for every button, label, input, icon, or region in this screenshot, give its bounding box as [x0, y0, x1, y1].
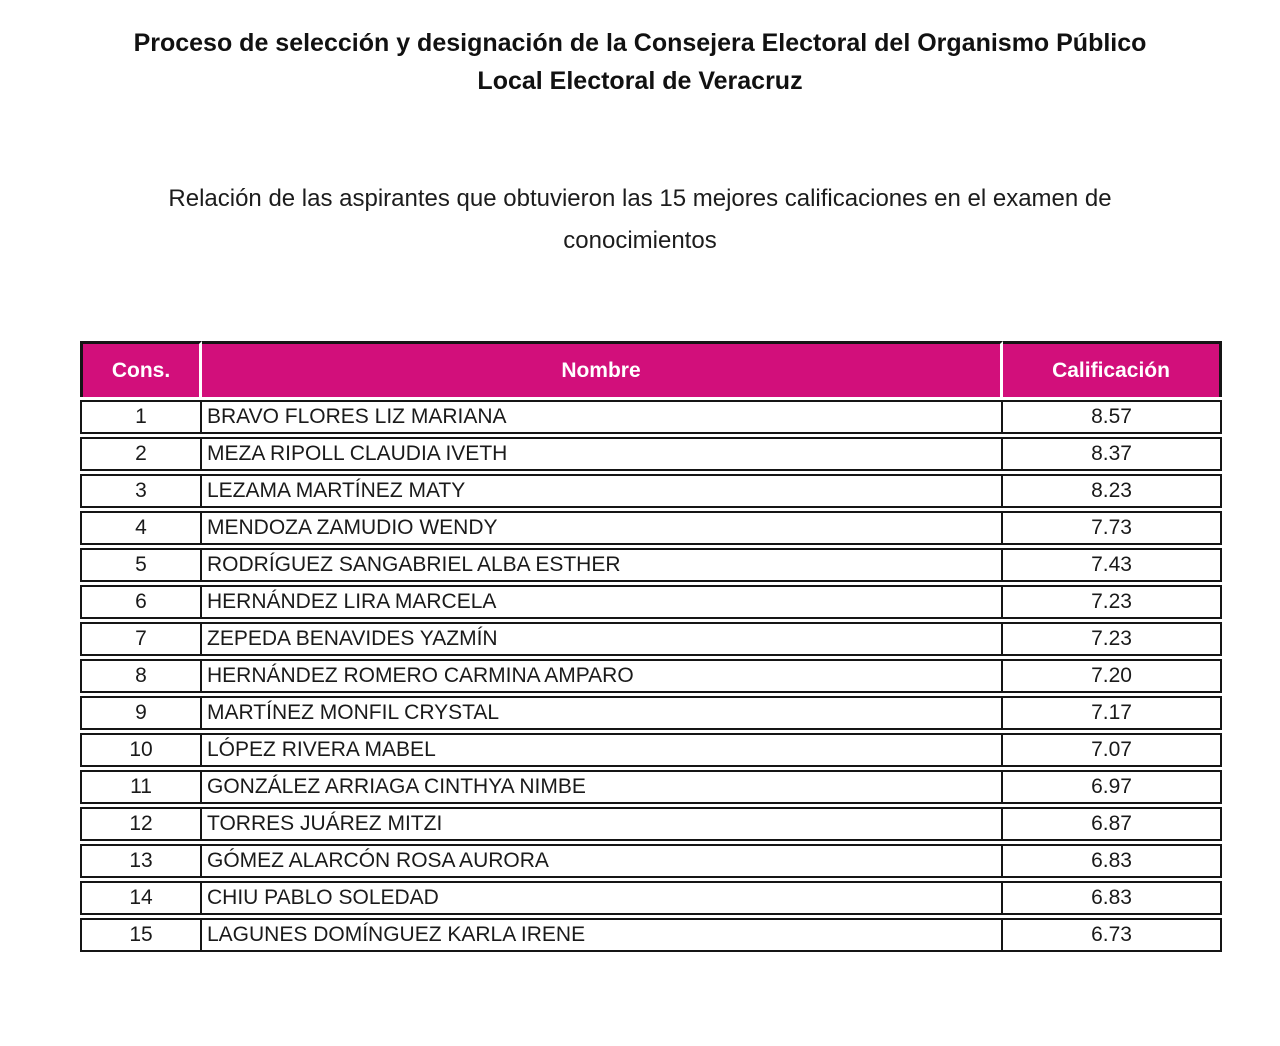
document-subtitle: Relación de las aspirantes que obtuviero…	[0, 178, 1280, 262]
table-row: 10 LÓPEZ RIVERA MABEL 7.07	[80, 733, 1222, 767]
table-row: 15 LAGUNES DOMÍNGUEZ KARLA IRENE 6.73	[80, 918, 1222, 952]
row-nombre: TORRES JUÁREZ MITZI	[202, 807, 1003, 841]
row-cons: 11	[80, 770, 202, 804]
row-calificacion: 8.37	[1003, 437, 1222, 471]
row-calificacion: 7.17	[1003, 696, 1222, 730]
document-subtitle-line-2: conocimientos	[563, 227, 717, 254]
row-cons: 5	[80, 548, 202, 582]
table-row: 8 HERNÁNDEZ ROMERO CARMINA AMPARO 7.20	[80, 659, 1222, 693]
row-cons: 8	[80, 659, 202, 693]
row-cons: 1	[80, 400, 202, 434]
row-calificacion: 7.43	[1003, 548, 1222, 582]
row-nombre: MEZA RIPOLL CLAUDIA IVETH	[202, 437, 1003, 471]
row-calificacion: 7.20	[1003, 659, 1222, 693]
row-calificacion: 6.73	[1003, 918, 1222, 952]
row-nombre: GÓMEZ ALARCÓN ROSA AURORA	[202, 844, 1003, 878]
row-nombre: CHIU PABLO SOLEDAD	[202, 881, 1003, 915]
header-row: Cons. Nombre Calificación	[80, 341, 1222, 397]
row-calificacion: 6.83	[1003, 844, 1222, 878]
row-calificacion: 7.23	[1003, 622, 1222, 656]
row-nombre: BRAVO FLORES LIZ MARIANA	[202, 400, 1003, 434]
row-cons: 2	[80, 437, 202, 471]
row-nombre: HERNÁNDEZ LIRA MARCELA	[202, 585, 1003, 619]
document-title-line-2: Local Electoral de Veracruz	[477, 67, 803, 95]
scores-table-body: 1 BRAVO FLORES LIZ MARIANA 8.57 2 MEZA RIPOL…	[80, 400, 1222, 952]
document-title: Proceso de selección y designación de la…	[0, 24, 1280, 100]
scores-table-header: Cons. Nombre Calificación	[80, 341, 1222, 397]
row-cons: 4	[80, 511, 202, 545]
scores-table: Cons. Nombre Calificación 1 BRAVO FLORES …	[80, 338, 1222, 955]
document-title-line-1: Proceso de selección y designación de la…	[133, 29, 1147, 57]
row-nombre: LÓPEZ RIVERA MABEL	[202, 733, 1003, 767]
table-row: 4 MENDOZA ZAMUDIO WENDY 7.73	[80, 511, 1222, 545]
row-cons: 6	[80, 585, 202, 619]
row-nombre: LEZAMA MARTÍNEZ MATY	[202, 474, 1003, 508]
table-row: 11 GONZÁLEZ ARRIAGA CINTHYA NIMBE 6.97	[80, 770, 1222, 804]
row-cons: 3	[80, 474, 202, 508]
table-row: 2 MEZA RIPOLL CLAUDIA IVETH 8.37	[80, 437, 1222, 471]
table-row: 1 BRAVO FLORES LIZ MARIANA 8.57	[80, 400, 1222, 434]
row-calificacion: 6.83	[1003, 881, 1222, 915]
row-cons: 9	[80, 696, 202, 730]
row-cons: 13	[80, 844, 202, 878]
row-nombre: LAGUNES DOMÍNGUEZ KARLA IRENE	[202, 918, 1003, 952]
row-cons: 14	[80, 881, 202, 915]
row-calificacion: 8.23	[1003, 474, 1222, 508]
row-nombre: RODRÍGUEZ SANGABRIEL ALBA ESTHER	[202, 548, 1003, 582]
document-subtitle-line-1: Relación de las aspirantes que obtuviero…	[168, 185, 1112, 212]
table-row: 12 TORRES JUÁREZ MITZI 6.87	[80, 807, 1222, 841]
column-header-calificacion: Calificación	[1003, 341, 1222, 397]
column-header-nombre: Nombre	[202, 341, 1003, 397]
table-row: 7 ZEPEDA BENAVIDES YAZMÍN 7.23	[80, 622, 1222, 656]
row-cons: 15	[80, 918, 202, 952]
table-row: 13 GÓMEZ ALARCÓN ROSA AURORA 6.83	[80, 844, 1222, 878]
row-nombre: MARTÍNEZ MONFIL CRYSTAL	[202, 696, 1003, 730]
row-calificacion: 7.23	[1003, 585, 1222, 619]
row-cons: 12	[80, 807, 202, 841]
table-row: 9 MARTÍNEZ MONFIL CRYSTAL 7.17	[80, 696, 1222, 730]
row-cons: 10	[80, 733, 202, 767]
document-page: Proceso de selección y designación de la…	[0, 24, 1280, 1046]
row-calificacion: 8.57	[1003, 400, 1222, 434]
table-row: 3 LEZAMA MARTÍNEZ MATY 8.23	[80, 474, 1222, 508]
row-nombre: GONZÁLEZ ARRIAGA CINTHYA NIMBE	[202, 770, 1003, 804]
column-header-cons: Cons.	[80, 341, 202, 397]
row-calificacion: 6.97	[1003, 770, 1222, 804]
table-row: 6 HERNÁNDEZ LIRA MARCELA 7.23	[80, 585, 1222, 619]
row-calificacion: 7.73	[1003, 511, 1222, 545]
table-row: 5 RODRÍGUEZ SANGABRIEL ALBA ESTHER 7.43	[80, 548, 1222, 582]
row-cons: 7	[80, 622, 202, 656]
row-nombre: ZEPEDA BENAVIDES YAZMÍN	[202, 622, 1003, 656]
row-calificacion: 7.07	[1003, 733, 1222, 767]
table-row: 14 CHIU PABLO SOLEDAD 6.83	[80, 881, 1222, 915]
row-calificacion: 6.87	[1003, 807, 1222, 841]
row-nombre: MENDOZA ZAMUDIO WENDY	[202, 511, 1003, 545]
row-nombre: HERNÁNDEZ ROMERO CARMINA AMPARO	[202, 659, 1003, 693]
